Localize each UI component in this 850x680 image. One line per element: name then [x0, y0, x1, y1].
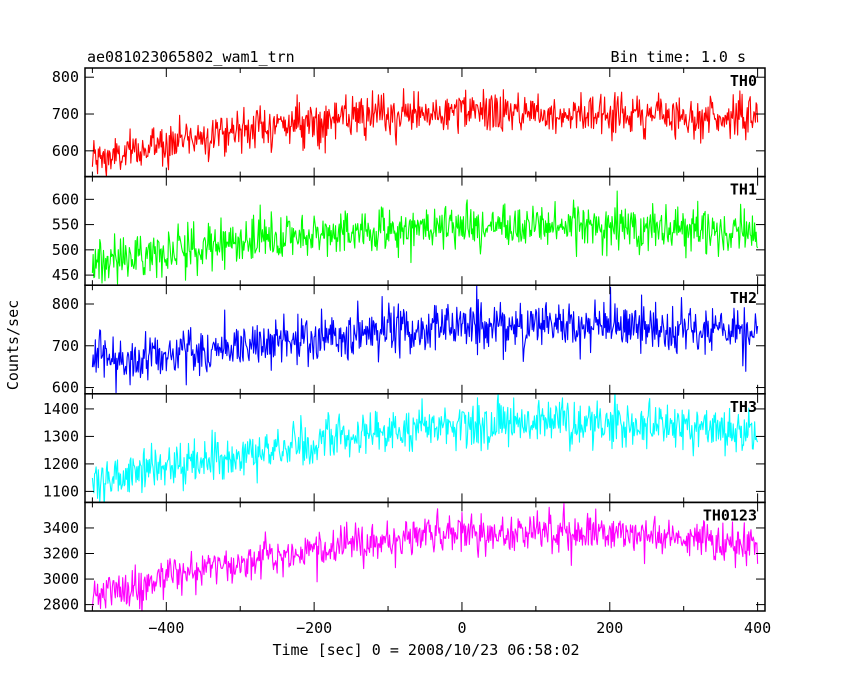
- y-tick-label: 1100: [43, 482, 79, 500]
- plot-title: ae081023065802_wam1_trn: [87, 48, 295, 66]
- y-axis-label: Counts/sec: [4, 300, 22, 390]
- y-tick-label: 1300: [43, 427, 79, 445]
- x-axis-label: Time [sec] 0 = 2008/10/23 06:58:02: [272, 641, 579, 659]
- x-tick-label: −200: [296, 619, 332, 637]
- y-tick-label: 3000: [43, 570, 79, 588]
- panels-group: 600 700 800 TH0 450 500 550 600 TH1 600 700 800 TH2 1…: [43, 67, 771, 637]
- panel-frame: [84, 393, 766, 504]
- y-tick-label: 600: [52, 142, 79, 160]
- y-tick-label: 1200: [43, 455, 79, 473]
- y-tick-label: 800: [52, 68, 79, 86]
- series-label: TH0: [730, 72, 757, 90]
- series-trace-th0: [91, 88, 759, 177]
- series-label: TH3: [730, 398, 757, 416]
- x-tick-label: 400: [744, 619, 771, 637]
- series-label: TH1: [730, 181, 757, 199]
- y-tick-label: 600: [52, 190, 79, 208]
- y-tick-label: 500: [52, 241, 79, 259]
- y-tick-label: 700: [52, 105, 79, 123]
- series-trace-th0123: [91, 502, 759, 611]
- series-trace-th2: [91, 285, 759, 394]
- y-tick-label: 3400: [43, 519, 79, 537]
- y-tick-label: 3200: [43, 545, 79, 563]
- y-tick-label: 600: [52, 379, 79, 397]
- bin-time-label: Bin time: 1.0 s: [611, 48, 746, 66]
- y-tick-label: 700: [52, 337, 79, 355]
- x-tick-label: −400: [148, 619, 184, 637]
- y-tick-label: 550: [52, 216, 79, 234]
- series-label: TH2: [730, 289, 757, 307]
- y-tick-label: 1400: [43, 400, 79, 418]
- series-trace-th1: [91, 190, 759, 285]
- x-tick-label: 0: [457, 619, 466, 637]
- y-tick-label: 450: [52, 266, 79, 284]
- series-trace-th3: [91, 393, 759, 503]
- y-tick-label: 800: [52, 295, 79, 313]
- x-tick-label: 200: [596, 619, 623, 637]
- y-tick-label: 2800: [43, 596, 79, 614]
- panel-frame: [84, 501, 766, 612]
- series-label: TH0123: [703, 506, 757, 524]
- panel-frame: [84, 67, 766, 178]
